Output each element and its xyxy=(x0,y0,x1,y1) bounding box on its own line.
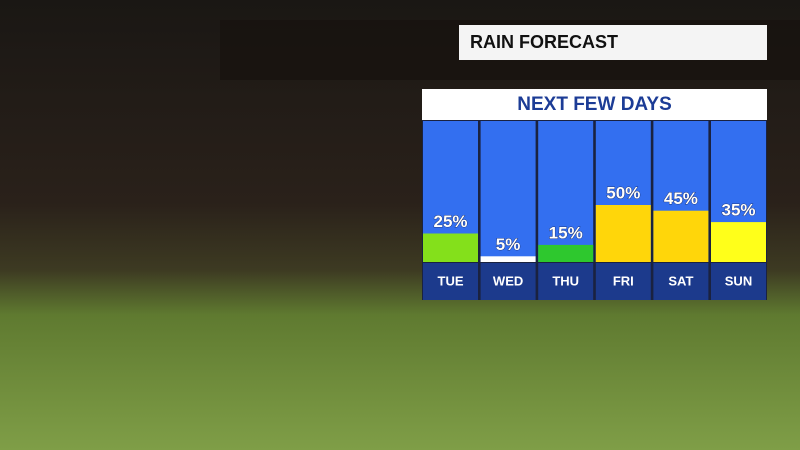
day-band xyxy=(538,263,594,300)
panel xyxy=(422,120,767,300)
x-tick-label: THU xyxy=(552,273,579,288)
chart-title: RAIN FORECAST xyxy=(470,32,618,52)
x-tick-label: TUE xyxy=(438,273,464,288)
chart-subtitle: NEXT FEW DAYS xyxy=(517,94,672,115)
value-label: 50% xyxy=(606,183,640,202)
value-label: 45% xyxy=(664,189,698,208)
x-tick-label: FRI xyxy=(613,273,634,288)
day-band xyxy=(423,263,478,300)
value-label: 25% xyxy=(433,212,467,231)
column xyxy=(538,121,594,262)
x-tick-label: SAT xyxy=(668,273,693,288)
day-band xyxy=(711,263,766,300)
value-label: 15% xyxy=(549,223,583,242)
bar xyxy=(538,244,594,262)
column xyxy=(480,121,536,262)
x-tick-label: WED xyxy=(493,273,523,288)
day-band xyxy=(480,263,536,300)
bar xyxy=(480,256,536,262)
subtitle-box xyxy=(422,89,767,120)
day-band xyxy=(595,263,651,300)
x-tick-label: SUN xyxy=(725,273,752,288)
value-label: 35% xyxy=(721,201,755,220)
bar xyxy=(423,233,478,262)
title-box xyxy=(459,25,767,60)
bar xyxy=(595,205,651,262)
day-band xyxy=(653,263,709,300)
value-label: 5% xyxy=(496,235,521,254)
bar xyxy=(653,210,709,262)
bar xyxy=(711,222,766,262)
